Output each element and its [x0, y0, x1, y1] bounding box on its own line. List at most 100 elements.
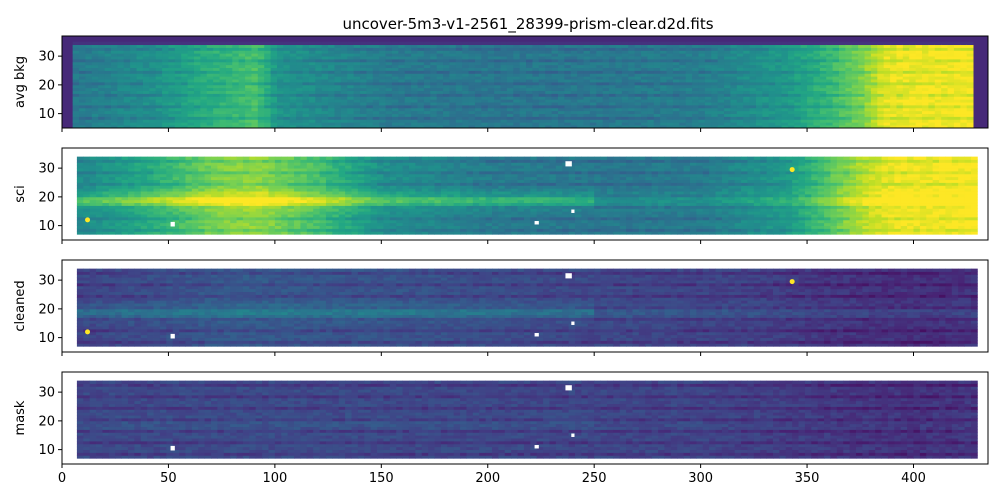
heatmap-cell — [621, 90, 629, 94]
heatmap-cell — [302, 76, 310, 80]
heatmap-cell — [79, 67, 86, 71]
heatmap-cell — [922, 119, 929, 123]
heatmap-cell — [127, 156, 135, 160]
heatmap-cell — [251, 50, 259, 54]
heatmap-cell — [127, 176, 135, 181]
heatmap-cell — [794, 96, 802, 100]
heatmap-cell — [213, 70, 220, 74]
heatmap-cell — [149, 93, 157, 97]
heatmap-cell — [179, 231, 186, 235]
heatmap-cell — [115, 228, 123, 232]
heatmap-cell — [602, 122, 610, 126]
heatmap-cell — [519, 67, 527, 71]
heatmap-cell — [570, 90, 578, 94]
heatmap-cell — [360, 99, 367, 103]
heatmap-cell — [621, 47, 629, 51]
heatmap-cell — [526, 61, 533, 66]
heatmap-cell — [519, 90, 527, 94]
heatmap-cell — [121, 162, 129, 166]
heatmap-cell — [391, 110, 399, 115]
heatmap-cell — [724, 61, 731, 66]
heatmap-cell — [117, 84, 125, 89]
heatmap-cell — [174, 53, 182, 57]
heatmap-cell — [647, 61, 655, 66]
heatmap-cell — [621, 122, 629, 126]
heatmap-cell — [730, 99, 738, 103]
heatmap-cell — [296, 93, 303, 97]
heatmap-cell — [551, 82, 559, 86]
heatmap-cell — [666, 84, 674, 89]
heatmap-cell — [858, 113, 865, 117]
heatmap-cell — [506, 105, 514, 109]
heatmap-cell — [628, 70, 636, 74]
heatmap-cell — [513, 107, 521, 112]
heatmap-cell — [121, 179, 129, 183]
heatmap-cell — [187, 105, 195, 109]
heatmap-cell — [966, 56, 974, 60]
heatmap-cell — [685, 73, 693, 77]
heatmap-cell — [666, 64, 674, 69]
heatmap-cell — [353, 107, 361, 112]
heatmap-cell — [583, 82, 591, 86]
heatmap-cell — [934, 67, 942, 71]
heatmap-cell — [134, 219, 142, 224]
heatmap-cell — [334, 99, 342, 103]
heatmap-cell — [538, 87, 546, 92]
heatmap-cell — [142, 87, 150, 92]
heatmap-cell — [436, 93, 444, 97]
heatmap-cell — [340, 116, 348, 120]
heatmap-cell — [666, 116, 674, 120]
heatmap-cell — [174, 99, 182, 103]
heatmap-cell — [781, 79, 789, 83]
heatmap-cell — [79, 110, 86, 115]
heatmap-cell — [602, 59, 610, 63]
heatmap-cell — [289, 56, 297, 60]
heatmap-cell — [621, 125, 629, 129]
heatmap-cell — [174, 122, 182, 126]
heatmap-cell — [896, 41, 904, 46]
heatmap-cell — [902, 67, 910, 71]
heatmap-cell — [89, 202, 97, 206]
heatmap-cell — [347, 107, 355, 112]
heatmap-cell — [417, 53, 425, 57]
heatmap-cell — [187, 67, 195, 71]
heatmap-cell — [328, 84, 335, 89]
heatmap-cell — [127, 194, 135, 198]
heatmap-cell — [219, 113, 227, 117]
heatmap-cell — [308, 116, 316, 120]
heatmap-cell — [121, 191, 129, 195]
heatmap-cell — [941, 47, 948, 51]
heatmap-cell — [162, 84, 169, 89]
heatmap-cell — [449, 64, 457, 69]
heatmap-cell — [211, 225, 218, 229]
heatmap-cell — [685, 87, 693, 92]
heatmap-cell — [79, 125, 86, 129]
heatmap-cell — [877, 105, 885, 109]
heatmap-cell — [191, 173, 199, 178]
heatmap-cell — [76, 188, 84, 192]
heatmap-cell — [264, 125, 272, 129]
heatmap-cell — [191, 208, 199, 212]
heatmap-cell — [168, 122, 176, 126]
heatmap-cell — [877, 47, 885, 51]
heatmap-cell — [762, 67, 770, 71]
heatmap-cell — [762, 113, 770, 117]
heatmap-cell — [372, 73, 380, 77]
heatmap-cell — [558, 67, 565, 71]
heatmap-cell — [526, 105, 533, 109]
heatmap-cell — [870, 90, 878, 94]
heatmap-cell — [819, 90, 827, 94]
heatmap-cell — [583, 105, 591, 109]
heatmap-cell — [468, 110, 476, 115]
heatmap-cell — [513, 41, 521, 46]
heatmap-cell — [283, 107, 291, 112]
heatmap-cell — [83, 199, 91, 204]
heatmap-cell — [198, 182, 206, 186]
heatmap-cell — [596, 47, 604, 51]
heatmap-cell — [102, 202, 110, 206]
heatmap-cell — [411, 67, 418, 71]
heatmap-cell — [538, 116, 546, 120]
heatmap-cell — [526, 64, 533, 69]
heatmap-cell — [660, 84, 667, 89]
